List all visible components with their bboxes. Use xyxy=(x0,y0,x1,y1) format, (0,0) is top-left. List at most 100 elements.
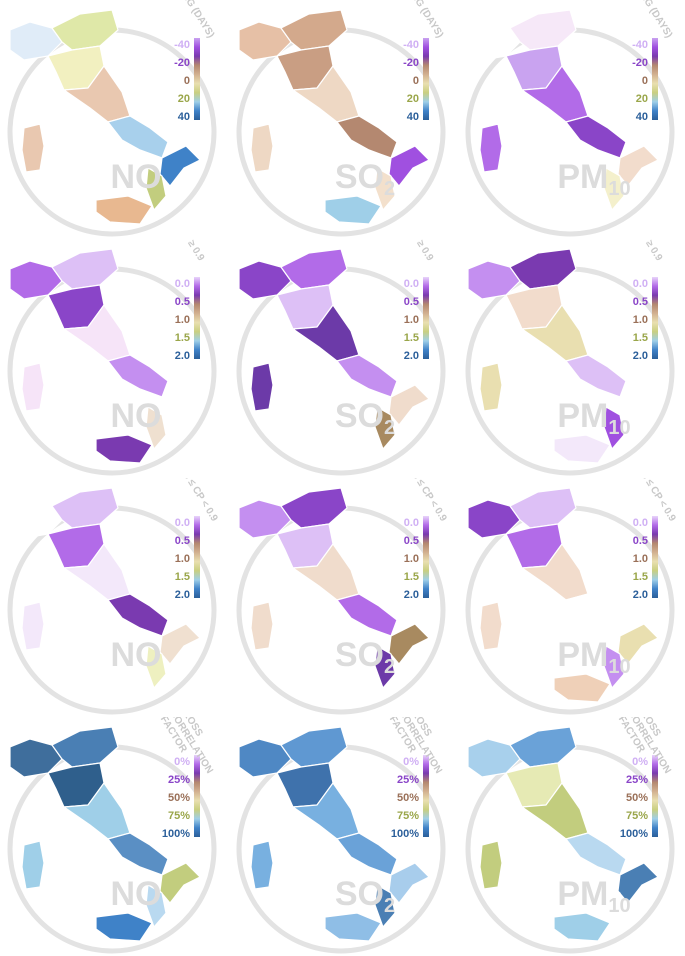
pollutant-label: PM10 xyxy=(557,158,630,200)
map-region xyxy=(374,645,396,689)
map-region xyxy=(107,115,169,159)
legend-tick-label: 25% xyxy=(397,774,419,786)
pollutant-subscript: 10 xyxy=(608,178,630,200)
legend-title-line: CP ≥ 0.9 xyxy=(176,239,206,263)
map-region xyxy=(280,248,348,290)
map-region xyxy=(9,499,63,539)
map-region-island xyxy=(250,123,274,173)
legend-tick-label: 20 xyxy=(178,93,190,105)
legend-bar xyxy=(194,38,200,120)
map-region xyxy=(565,593,627,637)
legend-bar xyxy=(652,277,658,359)
map-svg: NO 0.0 0.5 1.0 1.5 2.0 CP ≥ 0.9 xyxy=(7,239,217,476)
map-panel-r3-c2: SO2 0.0 0.5 1.0 1.5 2.0 0.8 ≤ CP < 0.9 xyxy=(229,478,457,717)
map-region xyxy=(292,304,360,362)
map-region xyxy=(324,434,382,464)
map-region xyxy=(521,65,589,123)
legend-bar xyxy=(652,38,658,120)
legend-tick-label: -40 xyxy=(174,39,190,51)
legend-tick-label: 2.0 xyxy=(175,350,190,362)
legend-tick-label: 2.0 xyxy=(633,589,648,601)
pollutant-subscript: 10 xyxy=(608,656,630,678)
legend-tick-label: 1.0 xyxy=(404,553,419,565)
legend-tick-label: 1.5 xyxy=(175,571,190,583)
map-region-island xyxy=(21,362,45,412)
legend-title-line: LAG (DAYS) xyxy=(405,0,445,40)
map-region xyxy=(145,167,167,211)
map-region-island xyxy=(479,601,503,651)
legend-tick-label: 75% xyxy=(168,810,190,822)
legend-tick-label: 0% xyxy=(632,756,648,768)
pollutant-subscript: 2 xyxy=(384,178,395,200)
legend-tick-label: -20 xyxy=(174,57,190,69)
map-region xyxy=(324,673,382,703)
map-region xyxy=(51,487,119,529)
legend-bar xyxy=(194,755,200,837)
map-svg: NO0.00.51.01.52.00.8 ≤ CP < 0.9 xyxy=(7,478,220,715)
map-region xyxy=(159,384,201,426)
map-region-island xyxy=(479,123,503,173)
legend-tick-label: 1.0 xyxy=(633,553,648,565)
legend-tick-label: 2.0 xyxy=(404,350,419,362)
map-region xyxy=(617,862,659,904)
legend-tick-label: 100% xyxy=(620,828,648,840)
map-region xyxy=(145,884,167,928)
map-region xyxy=(565,354,627,398)
map-region xyxy=(603,884,625,928)
pollutant-subscript: 10 xyxy=(608,895,630,917)
legend-title-line: CP ≥ 0.9 xyxy=(634,239,664,263)
map-region xyxy=(51,726,119,768)
map-region xyxy=(95,434,153,464)
map-region xyxy=(63,782,131,840)
pollutant-label: NO xyxy=(111,875,162,913)
map-panel-r2-c2: SO2 0.0 0.5 1.0 1.5 2.0 CP ≥ 0.9 xyxy=(229,239,457,478)
map-panel-r3-c1: NO 0.0 0.5 1.0 1.5 2.0 0.8 ≤ CP < 0.9 xyxy=(0,478,228,717)
map-region xyxy=(324,195,382,225)
map-region xyxy=(617,145,659,187)
map-region xyxy=(388,862,430,904)
legend-tick-label: 0 xyxy=(413,75,419,87)
map-region-island xyxy=(250,362,274,412)
legend-tick-label: 0 xyxy=(184,75,190,87)
legend-tick-label: 1.5 xyxy=(404,571,419,583)
legend-bar xyxy=(423,38,429,120)
legend-bar xyxy=(423,516,429,598)
legend-tick-label: 2.0 xyxy=(175,589,190,601)
legend-tick-label: 0.5 xyxy=(633,535,648,547)
legend-title-line: CP ≥ 0.9 xyxy=(405,239,435,263)
map-panel-r2-c1: NO 0.0 0.5 1.0 1.5 2.0 CP ≥ 0.9 xyxy=(0,239,228,478)
legend-tick-label: 50% xyxy=(397,792,419,804)
map-panel-r4-c2: SO2 0% 25% 50% 75% 100% CROSS CORRELATION FACTOR xyxy=(229,717,457,956)
legend-tick-label: 0.0 xyxy=(633,278,648,290)
map-region xyxy=(388,623,430,665)
map-region xyxy=(603,645,625,689)
legend-tick-label: 50% xyxy=(626,792,648,804)
legend-title: CP ≥ 0.9 xyxy=(634,239,664,263)
map-region xyxy=(603,406,625,450)
map-svg: SO2 0.0 0.5 1.0 1.5 2.0 CP ≥ 0.9 xyxy=(236,239,446,476)
map-region-island xyxy=(250,601,274,651)
pollutant-subscript: 2 xyxy=(384,656,395,678)
map-region xyxy=(467,21,521,61)
map-region xyxy=(51,9,119,51)
map-region xyxy=(374,406,396,450)
map-region xyxy=(9,260,63,300)
legend-tick-label: 1.0 xyxy=(404,314,419,326)
legend-tick-label: 1.5 xyxy=(404,332,419,344)
map-region xyxy=(51,248,119,290)
legend-tick-label: 1.5 xyxy=(633,332,648,344)
map-region xyxy=(467,260,521,300)
legend-bar xyxy=(423,755,429,837)
legend-tick-label: 100% xyxy=(391,828,419,840)
legend-tick-label: 0% xyxy=(174,756,190,768)
map-region-island xyxy=(21,840,45,890)
legend-title-line: LAG (DAYS) xyxy=(634,0,674,40)
pollutant-subscript: 10 xyxy=(608,417,630,439)
map-region-island xyxy=(21,123,45,173)
legend-title: CP ≥ 0.9 xyxy=(176,239,206,263)
legend-tick-label: 1.0 xyxy=(633,314,648,326)
